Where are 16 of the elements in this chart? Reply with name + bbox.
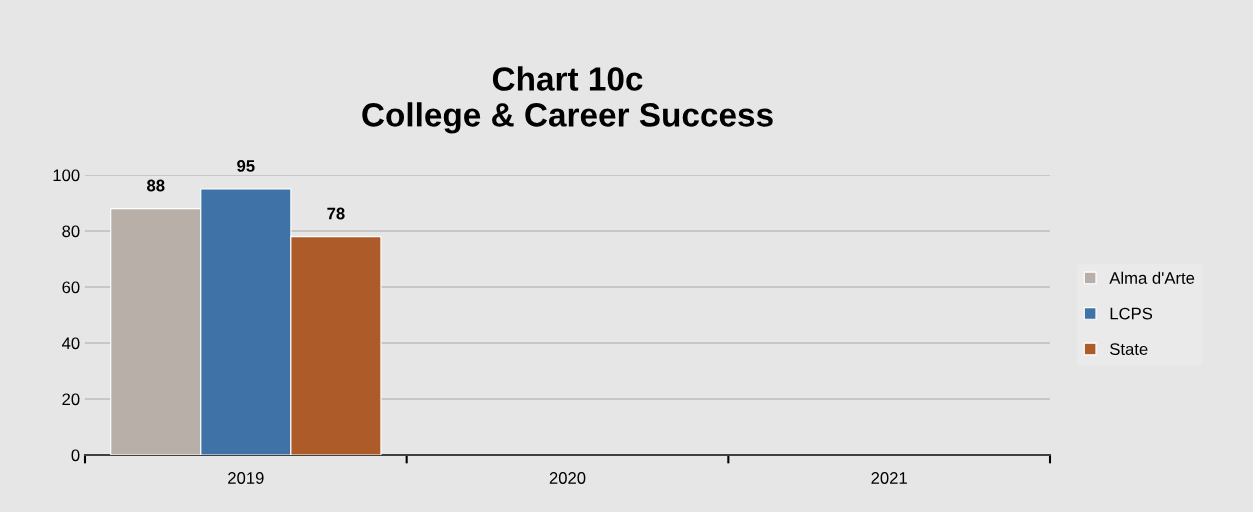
legend-label: State [1110, 343, 1148, 356]
y-tick-label: 80 [62, 225, 80, 238]
y-tick-label: 100 [53, 169, 80, 182]
data-label: 78 [327, 207, 345, 220]
x-tick-label: 2020 [549, 472, 586, 484]
legend-label: LCPS [1110, 307, 1153, 320]
y-tick-label: 0 [71, 449, 80, 462]
data-label: 88 [147, 179, 165, 192]
x-tick-label: 2019 [228, 472, 264, 484]
chart-title: Chart 10c College & Career Success [362, 66, 773, 134]
legend-label: Alma d'Arte [1109, 271, 1195, 284]
y-tick-label: 20 [62, 393, 80, 406]
x-tick-label: 2021 [871, 472, 907, 484]
data-label: 95 [237, 160, 255, 172]
y-tick-label: 60 [62, 281, 80, 294]
y-tick-label: 40 [61, 337, 80, 350]
